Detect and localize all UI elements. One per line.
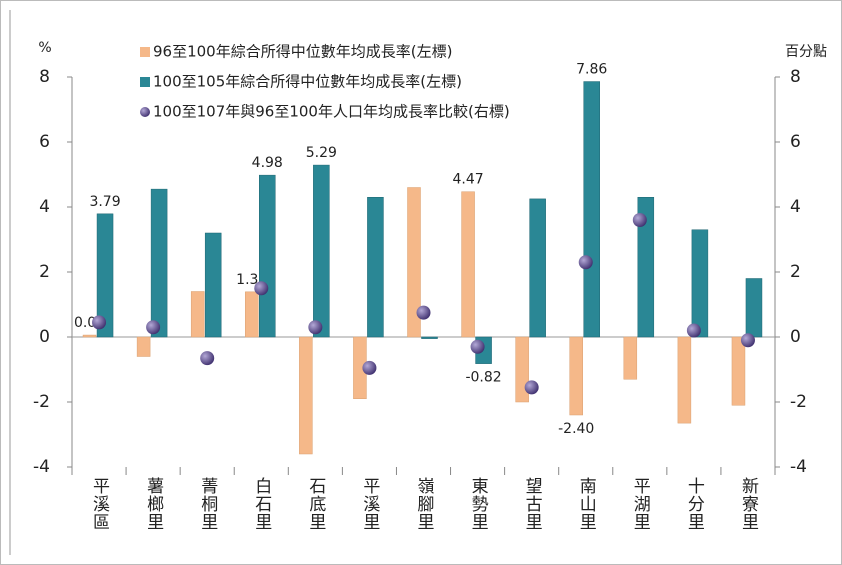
bar xyxy=(82,334,97,338)
y-tick-label: 4 xyxy=(39,197,50,217)
legend-marker xyxy=(140,47,150,57)
y2-tick-label: -4 xyxy=(790,457,807,477)
y-tick-label: 8 xyxy=(39,67,50,87)
data-label: 7.86 xyxy=(576,62,607,78)
bar xyxy=(245,291,259,338)
bar xyxy=(745,278,763,338)
dot xyxy=(740,333,755,348)
y2-tick-label: 8 xyxy=(790,67,801,87)
bar xyxy=(136,336,151,357)
dot xyxy=(524,380,539,395)
x-tick-label: 十分里 xyxy=(684,477,705,531)
y-tick-label: -4 xyxy=(33,457,50,477)
bar xyxy=(677,336,692,424)
x-tick-label: 南山里 xyxy=(576,477,597,531)
bar xyxy=(299,336,313,455)
y-tick-label: 6 xyxy=(39,132,50,152)
y2-axis-label: 百分點 xyxy=(785,44,827,60)
bar xyxy=(190,291,205,338)
dot xyxy=(146,320,161,335)
y-tick-label: -2 xyxy=(33,392,50,412)
bar xyxy=(150,188,168,338)
bar xyxy=(367,197,384,338)
bar xyxy=(407,187,421,338)
dot xyxy=(470,339,485,354)
bar xyxy=(623,336,638,380)
x-tick-label: 石底里 xyxy=(305,477,326,531)
bar xyxy=(421,336,438,339)
x-tick-label: 嶺腳里 xyxy=(414,477,435,531)
bar xyxy=(529,198,546,338)
bar xyxy=(204,232,222,338)
y-tick-label: 2 xyxy=(39,262,50,282)
legend-marker xyxy=(140,107,150,117)
bar xyxy=(461,191,475,338)
data-label: 5.29 xyxy=(306,145,337,161)
dot xyxy=(416,305,431,320)
x-tick-label: 東勢里 xyxy=(468,477,489,531)
legend-label: 96至100年綜合所得中位數年均成長率(左標) xyxy=(153,43,452,61)
legend-label: 100至107年與96至100年人口年均成長率比較(右標) xyxy=(153,103,510,121)
x-tick-label: 平湖里 xyxy=(630,477,651,531)
dot xyxy=(686,323,701,338)
data-label: 3.79 xyxy=(89,194,120,210)
y2-tick-label: -2 xyxy=(790,392,807,412)
x-tick-label: 平溪區 xyxy=(89,477,110,531)
bar xyxy=(259,174,276,338)
y2-tick-label: 2 xyxy=(790,262,801,282)
dot xyxy=(308,320,323,335)
bar xyxy=(569,336,583,416)
bar xyxy=(691,229,709,338)
x-tick-label: 薯榔里 xyxy=(143,477,164,531)
bar xyxy=(96,213,114,338)
data-label: 4.98 xyxy=(252,155,283,171)
dot xyxy=(92,315,107,330)
bar xyxy=(583,81,600,338)
bar xyxy=(637,197,655,338)
dot xyxy=(254,281,269,296)
legend-label: 100至105年綜合所得中位數年均成長率(左標) xyxy=(153,73,462,91)
y2-tick-label: 4 xyxy=(790,197,801,217)
dot xyxy=(362,360,377,375)
data-label: -2.40 xyxy=(558,421,594,437)
bar xyxy=(731,336,746,406)
dot xyxy=(200,351,215,366)
dot xyxy=(632,213,647,227)
x-tick-label: 菁桐里 xyxy=(197,477,218,531)
y2-tick-label: 6 xyxy=(790,132,801,152)
x-tick-label: 白石里 xyxy=(251,477,272,531)
legend-marker xyxy=(140,77,150,87)
data-label: -0.82 xyxy=(465,370,501,386)
dot xyxy=(578,255,593,270)
x-tick-label: 新寮里 xyxy=(738,477,759,531)
x-tick-label: 望古里 xyxy=(522,477,543,531)
y2-tick-label: 0 xyxy=(790,327,801,347)
data-label: 4.47 xyxy=(452,172,483,188)
y-axis-label: % xyxy=(38,40,51,56)
bar xyxy=(313,164,330,338)
x-tick-label: 平溪里 xyxy=(359,477,380,531)
y-tick-label: 0 xyxy=(39,327,50,347)
